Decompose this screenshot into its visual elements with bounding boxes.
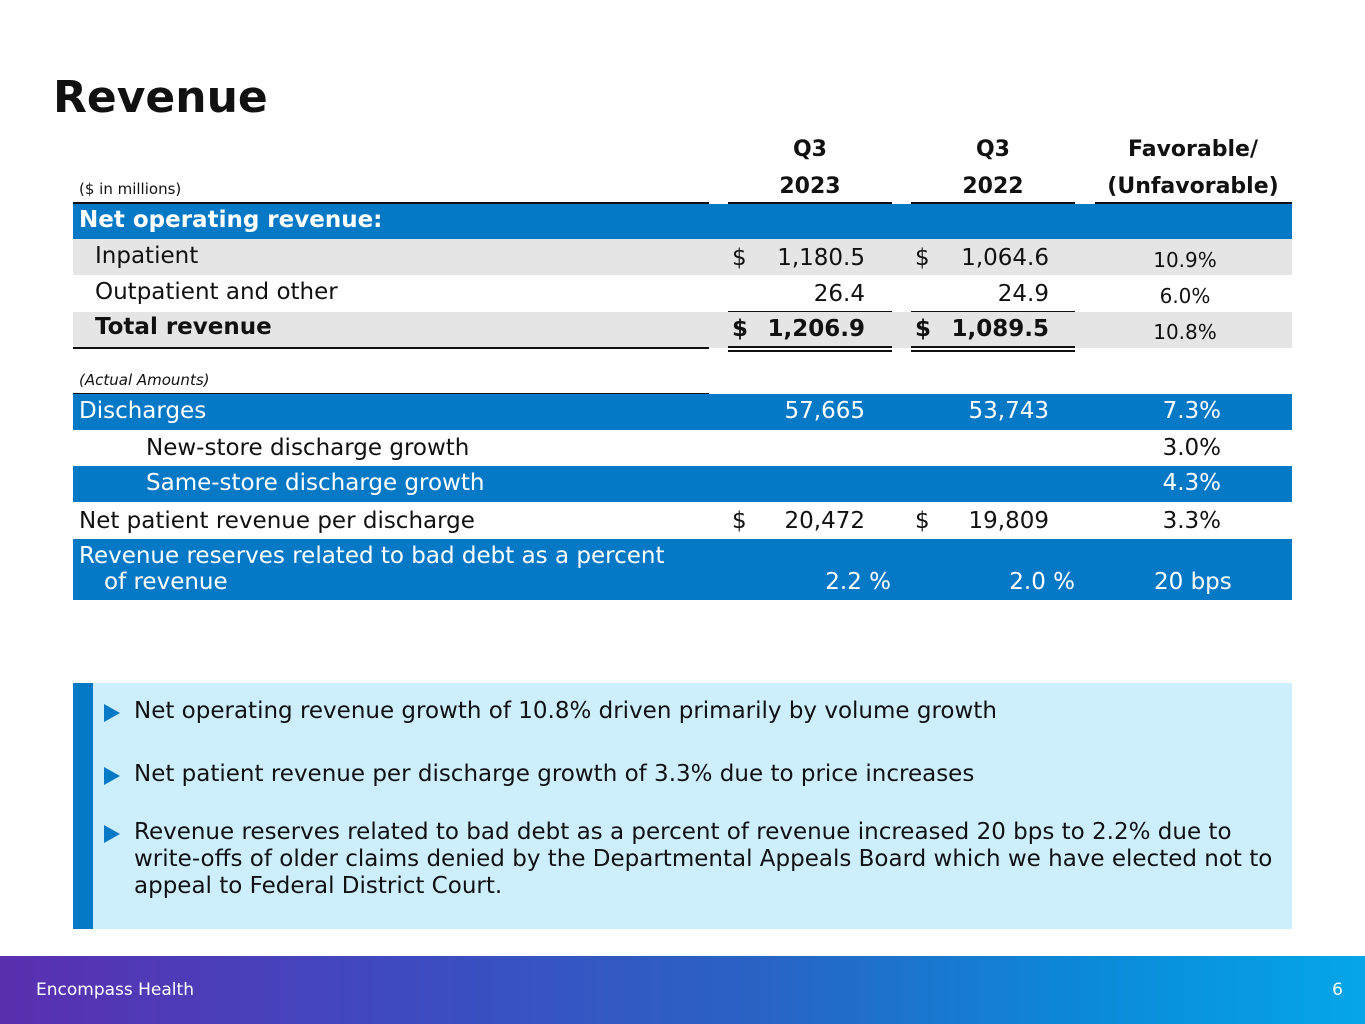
dollar-sign: $ <box>732 508 747 534</box>
value-2022: 24.9 <box>997 281 1049 307</box>
table-row-same-store: Same-store discharge growth 4.3% <box>73 466 1292 502</box>
section-net-operating-revenue: Net operating revenue: <box>73 204 1292 239</box>
commentary-box <box>73 683 1292 929</box>
section-label: Net operating revenue: <box>79 207 383 233</box>
section-rule <box>73 393 709 394</box>
page-title: Revenue <box>53 72 268 123</box>
footer-brand: Encompass Health <box>36 980 194 1000</box>
value-change: 3.0% <box>1162 435 1221 461</box>
value-2022: 19,809 <box>968 508 1049 534</box>
header-rule <box>728 202 892 204</box>
double-rule <box>728 346 892 348</box>
col-header-q3-2022: Q3 2022 <box>911 131 1075 205</box>
triangle-bullet-icon <box>104 767 120 785</box>
header-rule <box>73 202 709 204</box>
value-2022: 1,089.5 <box>951 316 1050 342</box>
table-row-total-revenue: Total revenue $ 1,206.9 $ 1,089.5 10.8% <box>73 312 1292 348</box>
col-header-line2: 2022 <box>962 174 1024 199</box>
double-rule <box>911 350 1075 352</box>
value-2022: 2.0 % <box>1009 569 1075 595</box>
triangle-bullet-icon <box>104 825 120 843</box>
value-2023: 20,472 <box>784 508 865 534</box>
row-label: Inpatient <box>95 243 199 269</box>
col-header-favorable: Favorable/ (Unfavorable) <box>1095 131 1291 205</box>
row-label: Same-store discharge growth <box>146 470 485 496</box>
row-label-line2: of revenue <box>104 569 228 595</box>
double-rule <box>728 350 892 352</box>
value-change: 6.0% <box>1159 284 1211 308</box>
col-header-q3-2023: Q3 2023 <box>728 131 892 205</box>
row-label: Discharges <box>79 398 207 424</box>
actual-amounts-label: (Actual Amounts) <box>79 371 210 389</box>
value-2023: 1,180.5 <box>777 245 865 271</box>
bullet-text: Net operating revenue growth of 10.8% dr… <box>134 698 997 724</box>
table-row-outpatient: Outpatient and other 26.4 24.9 6.0% <box>73 275 1292 311</box>
table-row-bad-debt: Revenue reserves related to bad debt as … <box>73 539 1292 600</box>
value-2023: 57,665 <box>784 398 865 424</box>
value-change: 10.9% <box>1153 248 1217 272</box>
total-rule <box>73 347 709 349</box>
col-header-line2: 2023 <box>779 174 841 199</box>
value-2023: 26.4 <box>813 281 865 307</box>
value-2023: 2.2 % <box>825 569 891 595</box>
value-change: 3.3% <box>1162 508 1221 534</box>
value-change: 10.8% <box>1153 320 1217 344</box>
dollar-sign: $ <box>915 245 930 271</box>
value-2022: 1,064.6 <box>961 245 1049 271</box>
row-label: Net patient revenue per discharge <box>79 508 475 534</box>
table-row-new-store: New-store discharge growth 3.0% <box>73 430 1292 466</box>
triangle-bullet-icon <box>104 704 120 722</box>
bullet-text: Net patient revenue per discharge growth… <box>134 761 975 787</box>
row-label: Outpatient and other <box>95 279 338 305</box>
dollar-sign: $ <box>732 316 749 342</box>
dollar-sign: $ <box>915 316 932 342</box>
value-2023: 1,206.9 <box>767 316 866 342</box>
value-change: 7.3% <box>1162 398 1221 424</box>
col-header-line1: Favorable/ <box>1128 137 1258 162</box>
row-label-line1: Revenue reserves related to bad debt as … <box>79 543 665 569</box>
header-rule <box>911 202 1075 204</box>
value-change: 4.3% <box>1162 470 1221 496</box>
dollar-sign: $ <box>732 245 747 271</box>
double-rule <box>911 346 1075 348</box>
dollar-sign: $ <box>915 508 930 534</box>
table-row-inpatient: Inpatient $ 1,180.5 $ 1,064.6 10.9% <box>73 239 1292 275</box>
table-row-discharges: Discharges 57,665 53,743 7.3% <box>73 394 1292 430</box>
col-header-line2: (Unfavorable) <box>1107 174 1279 199</box>
value-change: 20 bps <box>1154 569 1232 595</box>
subtotal-rule <box>728 311 892 312</box>
value-2022: 53,743 <box>968 398 1049 424</box>
col-header-line1: Q3 <box>792 137 827 162</box>
commentary-accent-bar <box>73 683 93 929</box>
footer-bar: Encompass Health 6 <box>0 956 1365 1024</box>
bullet-text: Revenue reserves related to bad debt as … <box>134 819 1273 899</box>
header-rule <box>1095 202 1292 204</box>
row-label: Total revenue <box>95 314 272 340</box>
page-number: 6 <box>1332 980 1343 1000</box>
col-header-line1: Q3 <box>975 137 1010 162</box>
row-label: New-store discharge growth <box>146 435 470 461</box>
table-row-npr-per-discharge: Net patient revenue per discharge $ 20,4… <box>73 502 1292 539</box>
subtotal-rule <box>911 311 1075 312</box>
units-label: ($ in millions) <box>79 180 182 198</box>
